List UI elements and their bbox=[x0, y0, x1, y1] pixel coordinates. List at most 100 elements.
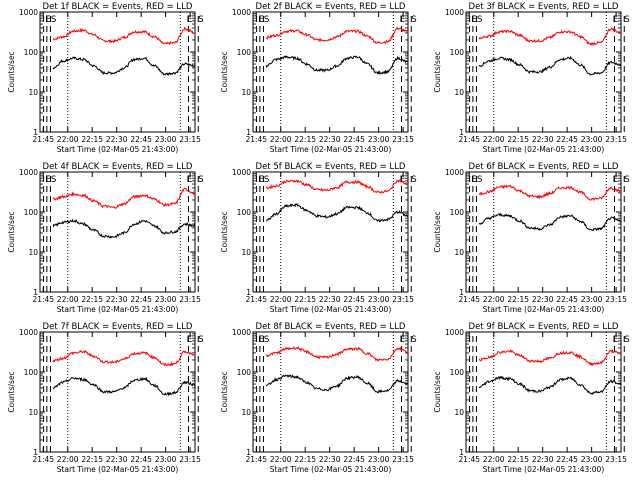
event-marker-label: S bbox=[198, 175, 204, 185]
y-tick-label: 10 bbox=[28, 408, 38, 417]
x-tick-label: 22:00 bbox=[57, 135, 79, 144]
events-series-line bbox=[52, 56, 196, 76]
detector-panel-4: Det 4f BLACK = Events, RED = LLD 1 10 100 10… bbox=[7, 162, 204, 314]
x-tick-label: 22:15 bbox=[294, 455, 316, 464]
y-tick-label: 100 bbox=[450, 208, 465, 217]
event-marker-label: S bbox=[624, 15, 630, 25]
event-marker-label: ES bbox=[258, 15, 270, 25]
y-tick-label: 100 bbox=[24, 48, 39, 57]
x-tick-label: 22:00 bbox=[270, 455, 292, 464]
x-tick-label: 22:30 bbox=[319, 455, 341, 464]
event-marker-label: S bbox=[624, 335, 630, 345]
detector-panel-9: Det 9f BLACK = Events, RED = LLD 1 10 100 10… bbox=[433, 322, 630, 474]
y-tick-label: 10 bbox=[28, 248, 38, 257]
plot-frame bbox=[465, 11, 622, 133]
y-tick-label: 1000 bbox=[19, 168, 38, 177]
x-tick-label: 23:00 bbox=[155, 135, 177, 144]
y-tick-label: 100 bbox=[450, 368, 465, 377]
y-tick-label: 100 bbox=[237, 368, 252, 377]
y-tick-label: 1000 bbox=[232, 328, 251, 337]
y-tick-label: 1000 bbox=[445, 8, 464, 17]
x-tick-label: 22:00 bbox=[270, 135, 292, 144]
x-tick-label: 23:15 bbox=[179, 135, 201, 144]
y-tick-label: 10 bbox=[454, 88, 464, 97]
panel-title: Det 2f BLACK = Events, RED = LLD bbox=[256, 2, 406, 12]
event-marker-label: E bbox=[613, 335, 619, 345]
x-tick-label: 22:45 bbox=[556, 455, 578, 464]
detector-panel-8: Det 8f BLACK = Events, RED = LLD 1 10 100 10… bbox=[220, 322, 417, 474]
panel-title: Det 3f BLACK = Events, RED = LLD bbox=[469, 2, 619, 12]
detector-panel-7: Det 7f BLACK = Events, RED = LLD 1 10 100 10… bbox=[7, 322, 204, 474]
lld-series-line bbox=[52, 187, 196, 210]
plot-frame bbox=[39, 331, 196, 453]
plot-frame bbox=[252, 11, 409, 133]
x-tick-label: 23:15 bbox=[179, 455, 201, 464]
x-tick-label: 22:45 bbox=[556, 135, 578, 144]
lld-series-line bbox=[266, 345, 409, 362]
events-series-line bbox=[265, 202, 409, 223]
detector-panel-6: Det 6f BLACK = Events, RED = LLD 1 10 100 10… bbox=[433, 162, 630, 314]
x-tick-label: 21:45 bbox=[245, 295, 267, 304]
y-tick-label: 1 bbox=[459, 128, 464, 137]
x-tick-label: 22:45 bbox=[343, 295, 365, 304]
plot-frame bbox=[252, 331, 409, 453]
x-axis-label: Start Time (02-Mar-05 21:43:00) bbox=[57, 305, 179, 314]
plot-frame bbox=[39, 11, 196, 133]
x-tick-label: 22:45 bbox=[130, 295, 152, 304]
events-series-line bbox=[265, 55, 408, 75]
event-marker-label: S bbox=[411, 15, 417, 25]
events-series-line bbox=[265, 374, 409, 394]
event-marker-label: ES bbox=[45, 15, 57, 25]
x-tick-label: 23:00 bbox=[368, 295, 390, 304]
event-marker-label: E bbox=[400, 175, 406, 185]
event-marker-label: ES bbox=[258, 175, 270, 185]
y-axis-label: Counts/sec bbox=[7, 51, 16, 92]
x-tick-label: 22:15 bbox=[81, 295, 103, 304]
y-tick-label: 1000 bbox=[232, 8, 251, 17]
y-tick-label: 10 bbox=[241, 248, 251, 257]
lld-series-line bbox=[265, 26, 409, 44]
event-marker-label: E bbox=[613, 175, 619, 185]
x-tick-label: 23:15 bbox=[179, 295, 201, 304]
y-tick-label: 10 bbox=[454, 408, 464, 417]
y-tick-label: 1 bbox=[33, 128, 38, 137]
x-tick-label: 22:45 bbox=[130, 135, 152, 144]
x-tick-label: 22:30 bbox=[532, 135, 554, 144]
x-tick-label: 22:30 bbox=[106, 295, 128, 304]
y-tick-label: 10 bbox=[241, 408, 251, 417]
x-tick-label: 23:15 bbox=[605, 295, 627, 304]
x-tick-label: 21:45 bbox=[458, 295, 480, 304]
x-tick-label: 22:15 bbox=[507, 455, 529, 464]
x-tick-label: 22:30 bbox=[319, 135, 341, 144]
y-tick-label: 1 bbox=[459, 448, 464, 457]
event-marker-label: ES bbox=[45, 175, 57, 185]
y-tick-label: 1000 bbox=[19, 8, 38, 17]
event-marker-label: S bbox=[411, 335, 417, 345]
x-tick-label: 22:15 bbox=[294, 135, 316, 144]
y-tick-label: 10 bbox=[28, 88, 38, 97]
x-tick-label: 23:00 bbox=[368, 135, 390, 144]
x-tick-label: 22:45 bbox=[556, 295, 578, 304]
x-tick-label: 22:30 bbox=[319, 295, 341, 304]
lld-series-line bbox=[478, 184, 622, 202]
event-marker-label: S bbox=[624, 175, 630, 185]
panel-title: Det 5f BLACK = Events, RED = LLD bbox=[256, 162, 406, 172]
x-tick-label: 22:15 bbox=[81, 455, 103, 464]
x-tick-label: 23:00 bbox=[581, 455, 603, 464]
y-tick-label: 100 bbox=[237, 48, 252, 57]
events-series-line bbox=[52, 218, 196, 239]
panel-title: Det 7f BLACK = Events, RED = LLD bbox=[43, 322, 193, 332]
x-tick-label: 22:45 bbox=[343, 455, 365, 464]
y-axis-label: Counts/sec bbox=[433, 211, 442, 252]
plot-frame bbox=[252, 171, 409, 293]
x-axis-label: Start Time (02-Mar-05 21:43:00) bbox=[270, 465, 392, 474]
x-tick-label: 22:15 bbox=[81, 135, 103, 144]
event-marker-label: S bbox=[198, 15, 204, 25]
x-tick-label: 22:30 bbox=[532, 455, 554, 464]
x-tick-label: 21:45 bbox=[32, 135, 54, 144]
x-axis-label: Start Time (02-Mar-05 21:43:00) bbox=[483, 305, 605, 314]
panel-title: Det 6f BLACK = Events, RED = LLD bbox=[469, 162, 619, 172]
x-tick-label: 23:00 bbox=[368, 455, 390, 464]
x-tick-label: 21:45 bbox=[245, 135, 267, 144]
x-tick-label: 22:15 bbox=[507, 295, 529, 304]
